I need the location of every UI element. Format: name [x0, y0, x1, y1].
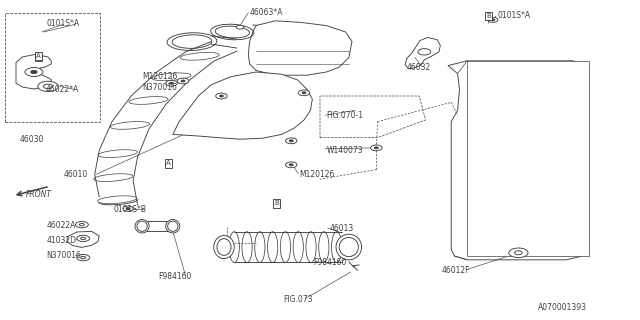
Ellipse shape	[135, 220, 149, 233]
Ellipse shape	[339, 237, 358, 257]
Circle shape	[123, 206, 133, 211]
Circle shape	[170, 82, 173, 84]
Text: F984160: F984160	[159, 272, 192, 281]
Text: A070001393: A070001393	[538, 303, 587, 312]
Polygon shape	[67, 231, 99, 247]
Circle shape	[418, 49, 431, 55]
Ellipse shape	[214, 236, 234, 259]
Text: A: A	[36, 54, 41, 60]
Ellipse shape	[336, 234, 362, 260]
Text: FRONT: FRONT	[26, 190, 52, 199]
Text: B: B	[486, 13, 491, 19]
Text: B: B	[274, 200, 279, 206]
Circle shape	[76, 221, 88, 228]
Text: A: A	[36, 53, 41, 59]
Polygon shape	[173, 72, 312, 139]
Circle shape	[81, 256, 86, 259]
Text: N370016: N370016	[47, 252, 81, 260]
Circle shape	[302, 92, 306, 94]
Text: 46022A: 46022A	[47, 221, 76, 230]
Text: 46030: 46030	[19, 135, 44, 144]
Text: F984160: F984160	[314, 258, 347, 267]
Bar	[467, 61, 589, 256]
Ellipse shape	[168, 221, 178, 231]
Bar	[5, 13, 100, 122]
Text: 46032: 46032	[406, 63, 431, 72]
Circle shape	[77, 254, 90, 261]
Circle shape	[236, 25, 244, 29]
Text: 46010: 46010	[64, 170, 88, 179]
Circle shape	[38, 81, 58, 92]
Polygon shape	[448, 61, 589, 260]
Polygon shape	[405, 37, 440, 68]
Ellipse shape	[217, 239, 231, 255]
Text: W140073: W140073	[326, 146, 363, 155]
Circle shape	[25, 68, 43, 76]
Circle shape	[285, 162, 297, 168]
Text: 46063*A: 46063*A	[250, 8, 283, 17]
Circle shape	[491, 19, 495, 21]
Circle shape	[177, 78, 189, 84]
Text: 46012F: 46012F	[442, 266, 470, 275]
Circle shape	[374, 147, 378, 149]
Polygon shape	[16, 54, 51, 89]
Text: N370016: N370016	[142, 84, 177, 92]
Circle shape	[285, 138, 297, 144]
Circle shape	[289, 164, 293, 166]
Text: A: A	[166, 160, 171, 166]
Circle shape	[181, 80, 185, 82]
Text: 41032D: 41032D	[47, 236, 77, 245]
Text: 0101S*A: 0101S*A	[498, 12, 531, 20]
Circle shape	[509, 248, 528, 258]
Text: M120126: M120126	[142, 72, 177, 81]
Circle shape	[166, 80, 177, 86]
Circle shape	[216, 93, 227, 99]
Ellipse shape	[166, 220, 180, 233]
Ellipse shape	[137, 221, 147, 231]
Circle shape	[220, 95, 223, 97]
Circle shape	[77, 235, 90, 242]
Circle shape	[488, 17, 498, 22]
Text: M120126: M120126	[300, 170, 335, 179]
Circle shape	[298, 90, 310, 96]
Circle shape	[31, 70, 37, 74]
Text: 46022*A: 46022*A	[46, 85, 79, 94]
Text: FIG.073: FIG.073	[283, 295, 312, 304]
Circle shape	[44, 84, 52, 89]
Circle shape	[515, 251, 522, 255]
Circle shape	[81, 237, 86, 240]
Circle shape	[371, 145, 382, 151]
Circle shape	[126, 208, 130, 210]
Polygon shape	[248, 21, 352, 75]
Circle shape	[79, 223, 84, 226]
Text: 46013: 46013	[330, 224, 354, 233]
Text: FIG.070-1: FIG.070-1	[326, 111, 364, 120]
Circle shape	[289, 140, 293, 142]
Text: 0101S*B: 0101S*B	[114, 205, 147, 214]
Text: 0101S*A: 0101S*A	[46, 20, 79, 28]
